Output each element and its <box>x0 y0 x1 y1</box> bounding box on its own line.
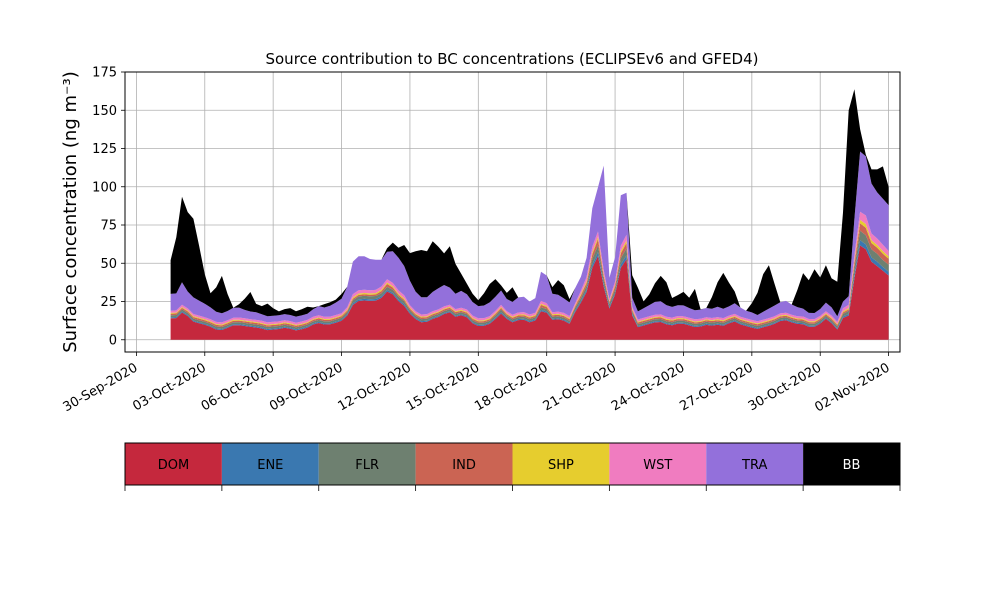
legend-label-tra: TRA <box>741 458 767 473</box>
y-tick-label: 125 <box>92 142 117 157</box>
legend-swatch-shp <box>512 443 610 485</box>
y-tick-label: 25 <box>100 295 117 310</box>
x-tick-label: 27-Oct-2020 <box>677 360 755 414</box>
x-axis-ticks: 30-Sep-202003-Oct-202006-Oct-202009-Oct-… <box>61 352 893 415</box>
legend-label-ene: ENE <box>257 458 283 473</box>
area-series-tra <box>170 151 889 323</box>
legend-label-dom: DOM <box>158 458 189 473</box>
y-tick-label: 50 <box>100 257 117 272</box>
x-tick-label: 02-Nov-2020 <box>812 360 892 415</box>
plot-frame <box>124 71 901 353</box>
x-tick-label: 06-Oct-2020 <box>199 360 277 414</box>
axes-frame <box>124 71 901 353</box>
x-tick-label: 15-Oct-2020 <box>404 360 482 414</box>
y-tick-label: 100 <box>92 180 117 195</box>
y-tick-label: 75 <box>100 219 117 234</box>
y-tick-label: 175 <box>92 66 117 81</box>
legend-swatch-bb <box>803 443 900 485</box>
y-tick-label: 0 <box>109 333 117 348</box>
x-tick-label: 18-Oct-2020 <box>472 360 550 414</box>
legend-label-shp: SHP <box>548 458 574 473</box>
area-series-dom <box>170 245 889 340</box>
legend-label-flr: FLR <box>355 458 379 473</box>
x-tick-label: 30-Sep-2020 <box>61 360 141 415</box>
legend-swatch-wst <box>609 443 707 485</box>
legend-label-bb: BB <box>843 458 861 473</box>
x-tick-label: 30-Oct-2020 <box>746 360 824 414</box>
x-tick-label: 21-Oct-2020 <box>541 360 619 414</box>
x-tick-label: 12-Oct-2020 <box>336 360 414 414</box>
chart-title: Source contribution to BC concentrations… <box>265 50 758 68</box>
legend-swatch-ene <box>221 443 319 485</box>
legend: DOM ENE FLR IND SHP WST TRA BB <box>124 442 901 491</box>
area-series-bb <box>170 89 889 317</box>
x-tick-label: 24-Oct-2020 <box>609 360 687 414</box>
x-tick-label: 09-Oct-2020 <box>267 360 345 414</box>
legend-swatch-dom <box>125 443 222 485</box>
legend-swatch-ind <box>415 443 513 485</box>
y-tick-label: 150 <box>92 104 117 119</box>
x-tick-label: 03-Oct-2020 <box>130 360 208 414</box>
area-layer <box>170 89 889 340</box>
legend-swatch-flr <box>318 443 416 485</box>
y-axis-label: Surface concentration (ng m⁻³) <box>60 71 81 353</box>
legend-swatch-tra <box>706 443 804 485</box>
legend-label-wst: WST <box>643 458 672 473</box>
legend-label-ind: IND <box>452 458 476 473</box>
y-axis-ticks: 0 25 50 75 100 125 150 175 <box>92 66 125 348</box>
